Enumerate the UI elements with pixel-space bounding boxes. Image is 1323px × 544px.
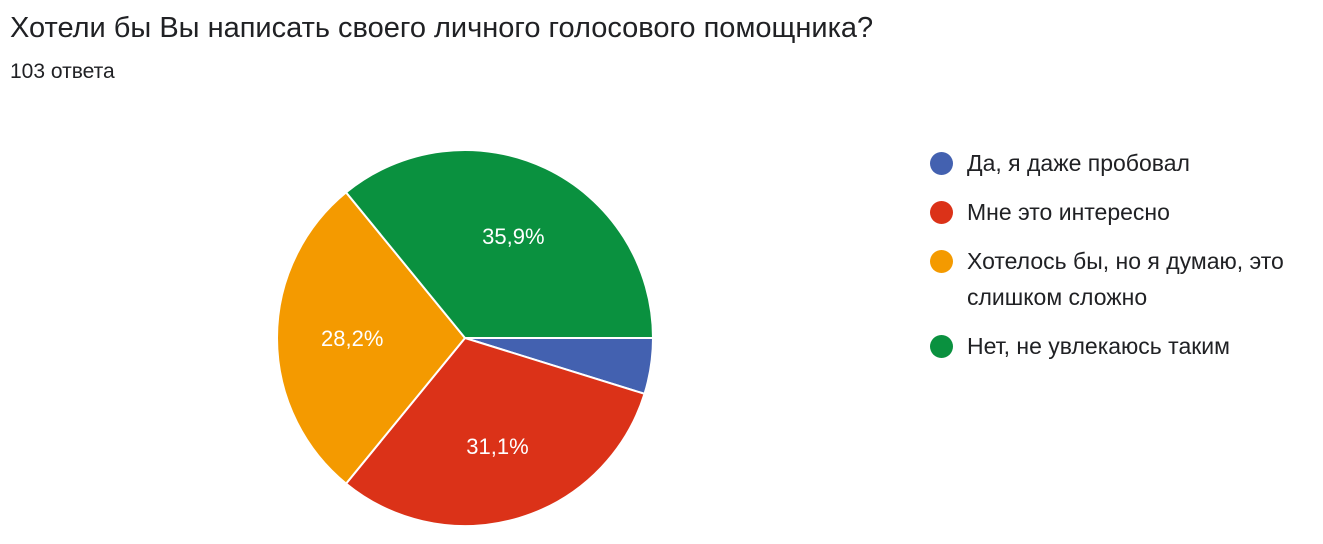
- response-count: 103 ответа: [10, 60, 115, 83]
- pie-slice: [344, 149, 655, 339]
- legend-label: Нет, не увлекаюсь таким: [967, 333, 1230, 359]
- legend-item: Хотелось бы, но я думаю, это слишком сло…: [930, 243, 1323, 315]
- slice-label: 31,1%: [466, 434, 528, 459]
- pie-slice: [344, 336, 646, 527]
- legend: Да, я даже пробовал Мне это интересно Хо…: [930, 145, 1323, 377]
- question-title: Хотели бы Вы написать своего личного гол…: [10, 12, 874, 44]
- legend-label: Мне это интересно: [967, 199, 1170, 225]
- legend-item: Да, я даже пробовал: [930, 145, 1323, 181]
- legend-swatch: [930, 250, 953, 273]
- slice-label: 28,2%: [321, 326, 383, 351]
- pie-slice: [276, 190, 467, 486]
- legend-swatch: [930, 201, 953, 224]
- slice-label: 35,9%: [482, 224, 544, 249]
- legend-swatch: [930, 152, 953, 175]
- legend-swatch: [930, 335, 953, 358]
- legend-label: Да, я даже пробовал: [967, 150, 1190, 176]
- legend-item: Нет, не увлекаюсь таким: [930, 328, 1323, 364]
- legend-label: Хотелось бы, но я думаю, это слишком сло…: [967, 248, 1284, 310]
- legend-item: Мне это интересно: [930, 194, 1323, 230]
